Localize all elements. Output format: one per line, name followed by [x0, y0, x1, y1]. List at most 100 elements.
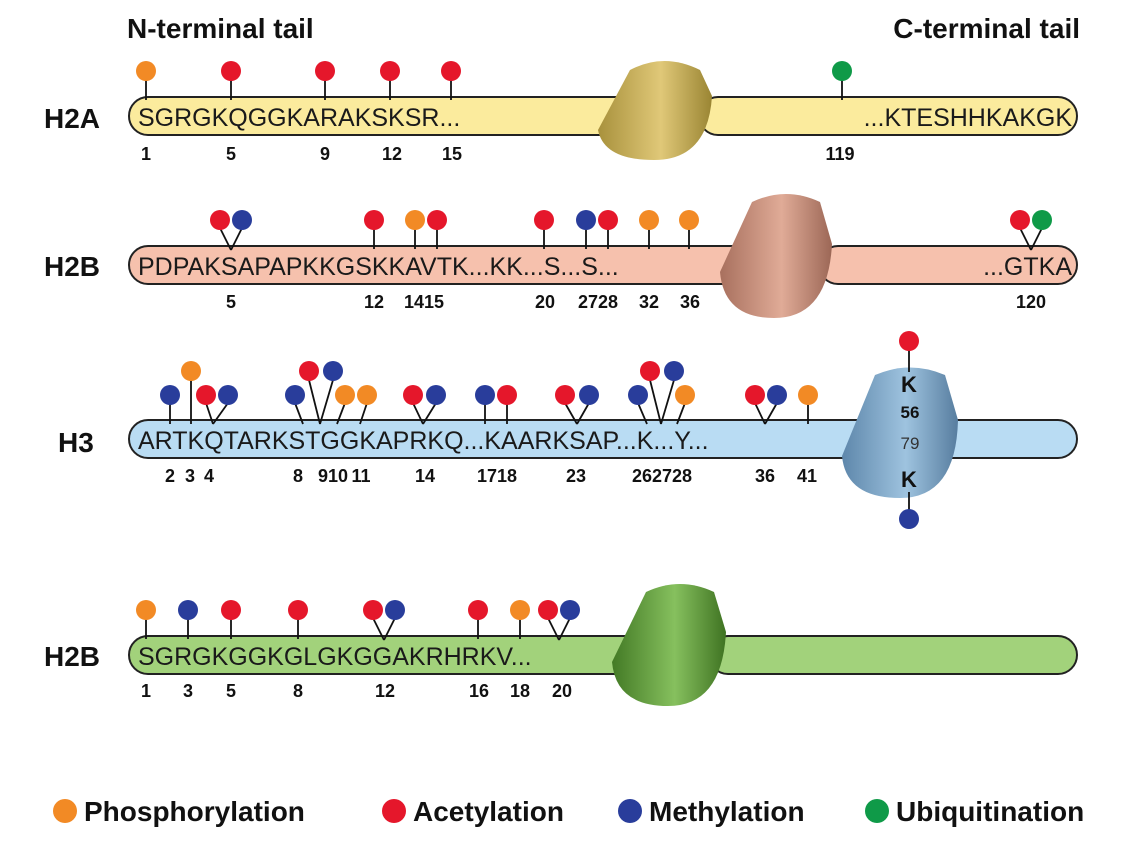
acetylation-marker	[364, 210, 384, 230]
h2b-green-residue-number: 3	[183, 681, 193, 701]
legend-label-methylation: Methylation	[649, 796, 805, 827]
h2b-residue-number: 5	[226, 292, 236, 312]
methylation-marker	[475, 385, 495, 405]
acetylation-marker	[468, 600, 488, 620]
row-h2a: H2A SGRGKQGGKARAKSKSR... ...KTESHHKAKGK …	[44, 61, 1078, 164]
h3-globular-bottom-residue: K	[901, 467, 917, 492]
h2b-residue-number: 12	[364, 292, 384, 312]
methylation-marker	[285, 385, 305, 405]
h3-modification-pins	[160, 331, 919, 529]
acetylation-marker	[640, 361, 660, 381]
h2b-green-residue-number: 16	[469, 681, 489, 701]
methylation-marker	[899, 509, 919, 529]
h2a-c-sequence: ...KTESHHKAKGK	[864, 104, 1073, 132]
phosphorylation-marker	[798, 385, 818, 405]
h2a-residue-number: 9	[320, 144, 330, 164]
ubiquitination-marker	[832, 61, 852, 81]
h2b-green-residue-number: 5	[226, 681, 236, 701]
h2b-residue-number: 2728	[578, 292, 618, 312]
acetylation-marker	[538, 600, 558, 620]
h3-residue-number: 2	[165, 466, 175, 486]
h3-globular-bottom-number: 79	[901, 434, 920, 453]
acetylation-marker	[315, 61, 335, 81]
phosphorylation-marker	[675, 385, 695, 405]
h3-residue-number: 3	[185, 466, 195, 486]
h2b-residue-number: 20	[535, 292, 555, 312]
h3-globular-domain	[842, 367, 958, 498]
acetylation-marker	[221, 61, 241, 81]
legend-item-ubiquitination: Ubiquitination	[865, 796, 1084, 827]
methylation-marker	[426, 385, 446, 405]
acetylation-marker	[598, 210, 618, 230]
methylation-marker	[560, 600, 580, 620]
h2a-residue-number: 119	[825, 144, 854, 164]
h2b-n-tail	[128, 245, 753, 285]
n-terminal-header: N-terminal tail	[127, 13, 314, 44]
acetylation-marker	[288, 600, 308, 620]
row-h3: H3 ARTKQTARKSTGGKAPRKQ...KAARKSAP...K...…	[58, 331, 1078, 529]
h2b-residue-number: 1415	[404, 292, 444, 312]
h2b-green-residue-number: 12	[375, 681, 395, 701]
acetylation-marker	[210, 210, 230, 230]
phosphorylation-marker	[136, 61, 156, 81]
phosphorylation-marker	[357, 385, 377, 405]
phosphorylation-marker	[181, 361, 201, 381]
acetylation-marker	[534, 210, 554, 230]
phosphorylation-marker	[510, 600, 530, 620]
legend-item-phosphorylation: Phosphorylation	[53, 796, 305, 827]
h2a-residue-number: 12	[382, 144, 402, 164]
h2b-green-residue-number: 20	[552, 681, 572, 701]
acetylation-marker	[899, 331, 919, 351]
methylation-marker	[178, 600, 198, 620]
methylation-swatch-icon	[618, 799, 642, 823]
h2a-modification-pins	[136, 61, 852, 100]
h2b-residue-number: 36	[680, 292, 700, 312]
h2a-n-tail	[128, 96, 629, 136]
row-h2b-green: H2B SGRGKGGKGLGKGGAKRHRKV... 1 3 5 8 12 …	[44, 584, 1078, 706]
h2b-residue-number: 120	[1016, 292, 1046, 312]
phosphorylation-marker	[405, 210, 425, 230]
phosphorylation-marker	[335, 385, 355, 405]
h3-residue-number: 23	[566, 466, 586, 486]
h3-n-tail	[128, 419, 876, 459]
methylation-marker	[218, 385, 238, 405]
phosphorylation-swatch-icon	[53, 799, 77, 823]
acetylation-swatch-icon	[382, 799, 406, 823]
h2b-green-c-tail	[708, 635, 1078, 675]
row-h2b: H2B PDPAKSAPAPKKGSKKAVTK...KK...S...S...…	[44, 194, 1078, 318]
phosphorylation-marker	[136, 600, 156, 620]
h2b-c-sequence: ...GTKA	[983, 253, 1072, 281]
h2a-residue-number: 1	[141, 144, 151, 164]
h2b-green-globular-domain	[612, 584, 726, 706]
acetylation-marker	[299, 361, 319, 381]
row-label-h2b: H2B	[44, 251, 100, 282]
methylation-marker	[576, 210, 596, 230]
h2a-residue-number: 15	[442, 144, 462, 164]
methylation-marker	[767, 385, 787, 405]
acetylation-marker	[555, 385, 575, 405]
row-label-h2b-green: H2B	[44, 641, 100, 672]
acetylation-marker	[196, 385, 216, 405]
legend-item-acetylation: Acetylation	[382, 796, 564, 827]
phosphorylation-marker	[679, 210, 699, 230]
h2b-green-n-tail	[128, 635, 649, 675]
acetylation-marker	[221, 600, 241, 620]
c-terminal-header: C-terminal tail	[893, 13, 1080, 44]
ubiquitination-marker	[1032, 210, 1052, 230]
acetylation-marker	[380, 61, 400, 81]
methylation-marker	[323, 361, 343, 381]
h3-n-sequence: ARTKQTARKSTGGKAPRKQ...KAARKSAP...K...Y..…	[138, 427, 709, 455]
acetylation-marker	[427, 210, 447, 230]
h3-residue-number: 262728	[632, 466, 692, 486]
h3-globular-top-number: 56	[901, 403, 920, 422]
ubiquitination-swatch-icon	[865, 799, 889, 823]
methylation-marker	[385, 600, 405, 620]
h3-residue-number: 14	[415, 466, 435, 486]
h3-residue-number: 8	[293, 466, 303, 486]
h2a-globular-domain	[598, 61, 712, 160]
h2b-green-n-sequence: SGRGKGGKGLGKGGAKRHRKV...	[138, 643, 532, 671]
h2b-green-residue-number: 1	[141, 681, 151, 701]
h2b-n-sequence: PDPAKSAPAPKKGSKKAVTK...KK...S...S...	[138, 253, 619, 281]
h2b-globular-domain	[720, 194, 832, 318]
